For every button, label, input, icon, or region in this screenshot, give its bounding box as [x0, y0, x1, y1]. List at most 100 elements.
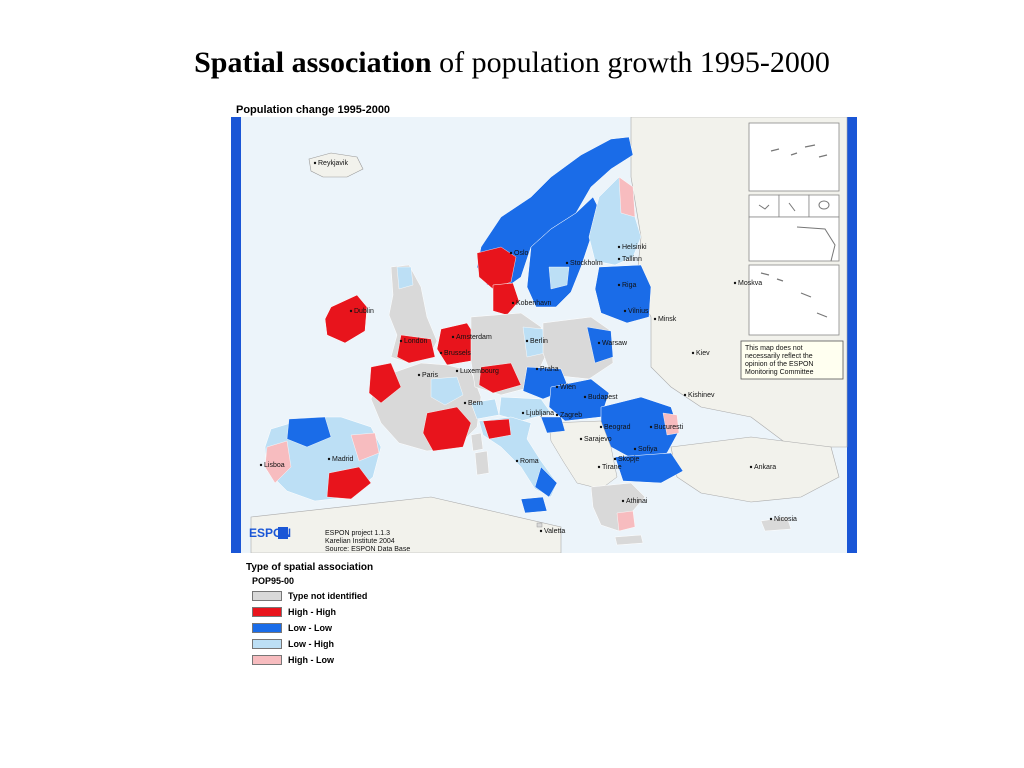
baltics: [594, 264, 652, 324]
crete: [614, 534, 644, 546]
north-africa: [250, 496, 562, 553]
city-label-dublin: Dublin: [354, 308, 374, 315]
city-label-budapest: Budapest: [588, 394, 618, 401]
south-germany: [478, 362, 522, 394]
slide-title-rest: of population growth 1995-2000: [431, 46, 830, 79]
brittany: [368, 362, 402, 404]
sicily: [520, 496, 548, 514]
north-italy: [482, 418, 512, 440]
east-poland: [586, 326, 614, 364]
inset-reunion-shape: [818, 200, 830, 210]
city-dot-london: [399, 339, 403, 343]
city-dot-warsaw: [597, 341, 601, 345]
city-label-skopje: Skopje: [618, 456, 640, 463]
city-label-bern: Bern: [468, 400, 483, 407]
city-dot-wien: [555, 385, 559, 389]
city-label-helsinki: Helsinki: [622, 244, 647, 251]
legend-item-low-low: Low - Low: [252, 622, 332, 634]
legend-swatch-low-high: [252, 639, 282, 649]
city-dot-madrid: [327, 457, 331, 461]
city-dot-sarajevo: [579, 437, 583, 441]
city-label-roma: Roma: [520, 458, 539, 465]
city-dot-bucuresti: [649, 425, 653, 429]
south-france: [422, 406, 472, 452]
spain-north: [286, 416, 332, 448]
city-dot-tirane: [597, 465, 601, 469]
legend-code: POP95-00: [252, 576, 295, 586]
city-dot-riga: [617, 283, 621, 287]
inset-martinique-shape: [788, 202, 796, 212]
portugal: [264, 440, 292, 484]
credit-line-1: ESPON project 1.1.3: [325, 530, 390, 537]
iceland: [308, 152, 364, 178]
city-dot-luxembourg: [455, 369, 459, 373]
city-dot-oslo: [509, 251, 513, 255]
city-label-warsaw: Warsaw: [602, 340, 628, 347]
city-label-london: London: [404, 338, 427, 345]
inset-canary-islands: [770, 144, 828, 158]
city-dot-praha: [535, 367, 539, 371]
sardinia: [474, 450, 490, 476]
city-label-tallinn: Tallinn: [622, 256, 642, 263]
espon-logo-square: [278, 527, 288, 539]
city-dot-valetta: [539, 529, 543, 533]
legend-label-low-high: Low - High: [288, 639, 334, 649]
city-dot-bern: [463, 401, 467, 405]
city-label-tirane: Tirane: [602, 464, 622, 471]
city-dot-lisboa: [259, 463, 263, 467]
malta: [536, 522, 543, 528]
city-labels: Reykjavik Oslo Helsinki Stockholm Tallinn Rig…: [259, 160, 797, 535]
city-label-sarajevo: Sarajevo: [584, 436, 612, 443]
norway-south: [476, 246, 517, 290]
disclaimer-line-3: opinion of the ESPON: [745, 361, 814, 368]
city-label-kobenhavn: Kobenhavn: [516, 300, 552, 307]
slovenia: [540, 416, 566, 434]
city-label-amsterdam: Amsterdam: [456, 334, 492, 341]
turkey: [670, 436, 840, 503]
city-label-kishinev: Kishinev: [688, 392, 715, 399]
city-label-moskva: Moskva: [738, 280, 762, 287]
legend-label-low-low: Low - Low: [288, 623, 332, 633]
city-dot-skopje: [613, 457, 617, 461]
scotland-north: [396, 266, 414, 290]
city-dot-stockholm: [565, 261, 569, 265]
disclaimer-box: [740, 340, 844, 380]
city-label-madrid: Madrid: [332, 456, 354, 463]
inset-canary: [748, 122, 840, 192]
legend-swatch-high-high: [252, 607, 282, 617]
legend-title: Type of spatial association: [246, 562, 374, 573]
city-dot-zagreb: [555, 413, 559, 417]
inset-reunion: [808, 194, 840, 218]
legend-label-not-identified: Type not identified: [288, 591, 368, 601]
city-dot-kobenhavn: [511, 301, 515, 305]
frame-bar-left: [231, 117, 241, 553]
city-label-berlin: Berlin: [530, 338, 548, 345]
city-dot-kiev: [691, 351, 695, 355]
inset-azores-islands: [760, 272, 828, 318]
city-dot-ljubljana: [521, 411, 525, 415]
legend-label-high-high: High - High: [288, 607, 336, 617]
city-label-luxembourg: Luxembourg: [460, 368, 499, 375]
city-dot-minsk: [653, 317, 657, 321]
city-dot-roma: [515, 459, 519, 463]
city-label-valetta: Valetta: [544, 528, 565, 535]
city-label-athinai: Athinai: [626, 498, 648, 505]
legend-item-high-high: High - High: [252, 606, 336, 618]
inset-guadeloupe-shape: [758, 204, 770, 210]
corsica: [470, 432, 484, 452]
city-label-oslo: Oslo: [514, 250, 529, 257]
disclaimer-line-4: Monitoring Committee: [745, 369, 814, 376]
city-dot-kishinev: [683, 393, 687, 397]
city-label-wien: Wien: [560, 384, 576, 391]
map-frame: This map does not necessarily reflect th…: [231, 117, 857, 553]
inset-guyane: [748, 216, 840, 262]
credit-line-2: Karelian Institute 2004: [325, 538, 395, 545]
city-label-stockholm: Stockholm: [570, 260, 603, 267]
disclaimer-line-2: necessarily reflect the: [745, 353, 813, 360]
bulgaria: [614, 452, 684, 484]
city-dot-paris: [417, 373, 421, 377]
city-dot-reykjavik: [313, 161, 317, 165]
city-label-minsk: Minsk: [658, 316, 677, 323]
sweden: [526, 196, 602, 308]
austria: [498, 396, 552, 422]
